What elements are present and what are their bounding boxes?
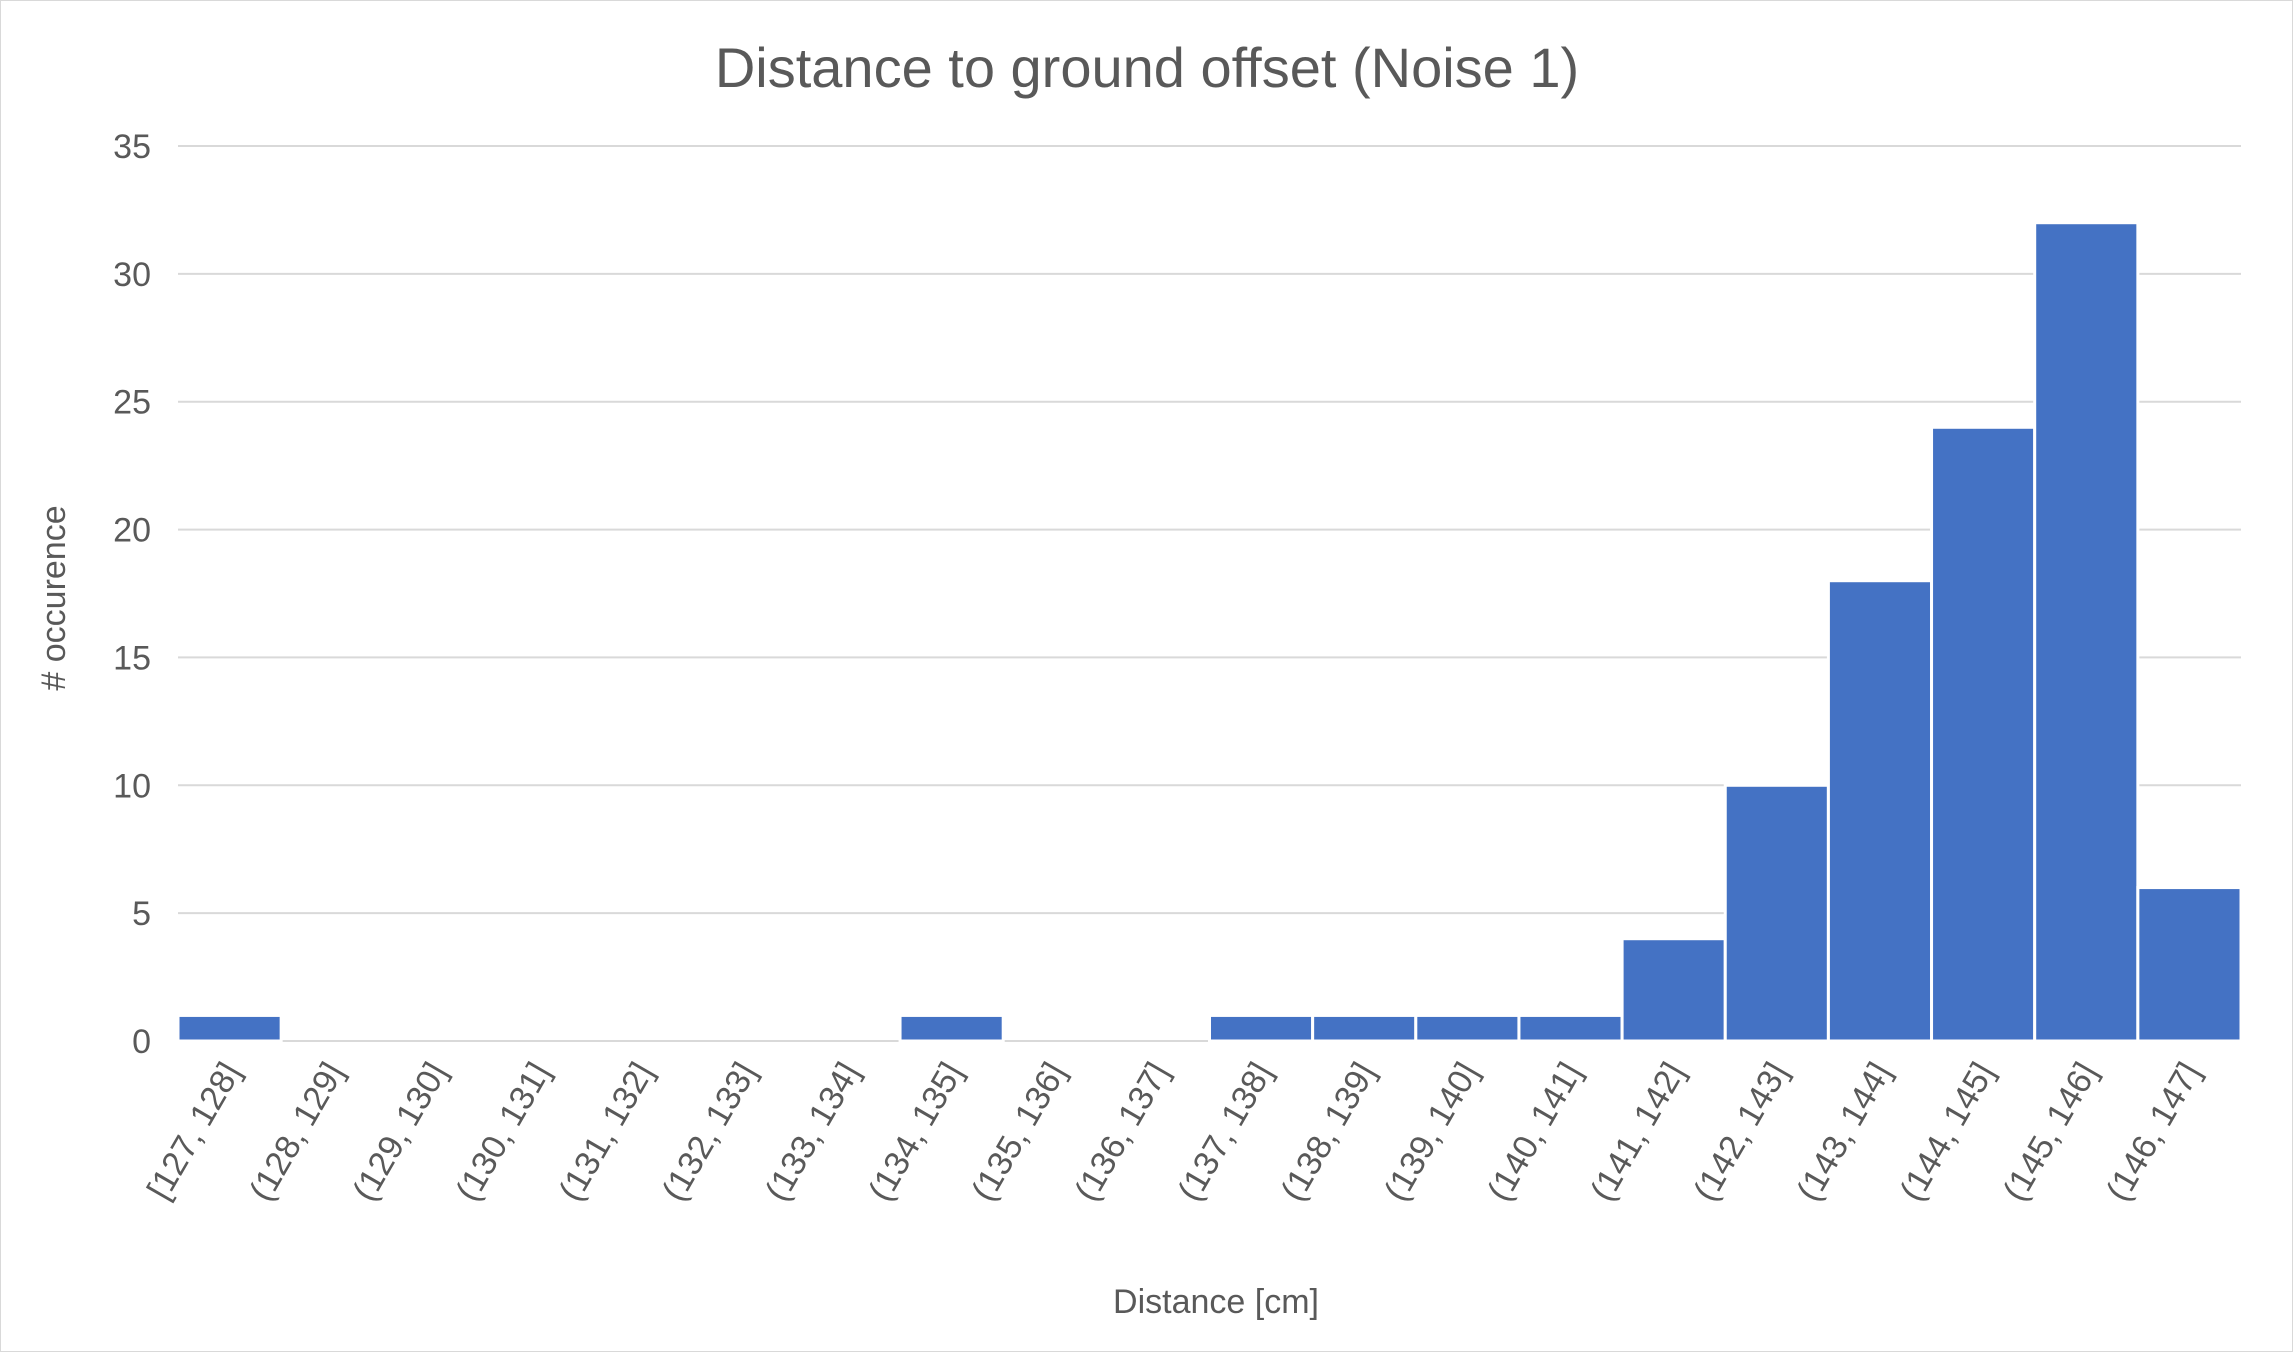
bar (2136, 886, 2243, 1043)
x-tick-label: (139, 140] (1377, 1056, 1486, 1208)
x-tick-label: (128, 129] (242, 1056, 351, 1208)
x-tick-label: (140, 141] (1480, 1056, 1589, 1208)
bar (1620, 937, 1727, 1043)
x-tick-label: (142, 143] (1686, 1056, 1795, 1208)
bar (2033, 221, 2140, 1043)
y-tick-label: 35 (113, 128, 151, 166)
x-tick-label: (134, 135] (861, 1056, 970, 1208)
bar (1930, 425, 2037, 1043)
y-tick-label: 20 (113, 512, 151, 550)
x-tick-label: (133, 134] (758, 1056, 867, 1208)
bar (1414, 1013, 1521, 1043)
x-tick-label: [127, 128] (140, 1056, 249, 1206)
bars (176, 221, 2243, 1043)
x-axis-ticks: [127, 128](128, 129](129, 130](130, 131]… (140, 1056, 2208, 1208)
x-tick-label: (131, 132] (552, 1056, 661, 1208)
x-tick-label: (137, 138] (1171, 1056, 1280, 1208)
x-axis-title: Distance [cm] (1113, 1283, 1319, 1321)
gridlines (178, 145, 2241, 1042)
y-tick-label: 30 (113, 256, 151, 294)
x-tick-label: (146, 147] (2099, 1056, 2208, 1208)
bar (176, 1013, 283, 1043)
y-tick-label: 10 (113, 767, 151, 805)
x-tick-label: (144, 145] (1893, 1056, 2002, 1208)
bar (1208, 1013, 1315, 1043)
x-tick-label: (138, 139] (1274, 1056, 1383, 1208)
x-tick-label: (143, 144] (1789, 1056, 1898, 1208)
x-tick-label: (136, 137] (1067, 1056, 1176, 1208)
chart-title: Distance to ground offset (Noise 1) (715, 36, 1579, 99)
y-tick-label: 15 (113, 639, 151, 677)
bar (1311, 1013, 1418, 1043)
x-tick-label: (130, 131] (448, 1056, 557, 1208)
bar (1517, 1013, 1624, 1043)
y-axis-ticks: 0 5 10 15 20 25 30 35 (113, 128, 151, 1061)
y-axis-title: # occurence (35, 505, 73, 690)
bar (1826, 579, 1934, 1043)
x-tick-label: (129, 130] (345, 1056, 454, 1208)
y-tick-label: 5 (132, 895, 151, 933)
x-tick-label: (141, 142] (1583, 1056, 1692, 1208)
y-tick-label: 0 (132, 1023, 151, 1061)
y-tick-label: 25 (113, 384, 151, 422)
bar (1723, 783, 1830, 1043)
x-tick-label: (135, 136] (964, 1056, 1073, 1208)
bar (898, 1013, 1005, 1043)
x-tick-label: (145, 146] (1996, 1056, 2105, 1208)
x-tick-label: (132, 133] (655, 1056, 764, 1208)
